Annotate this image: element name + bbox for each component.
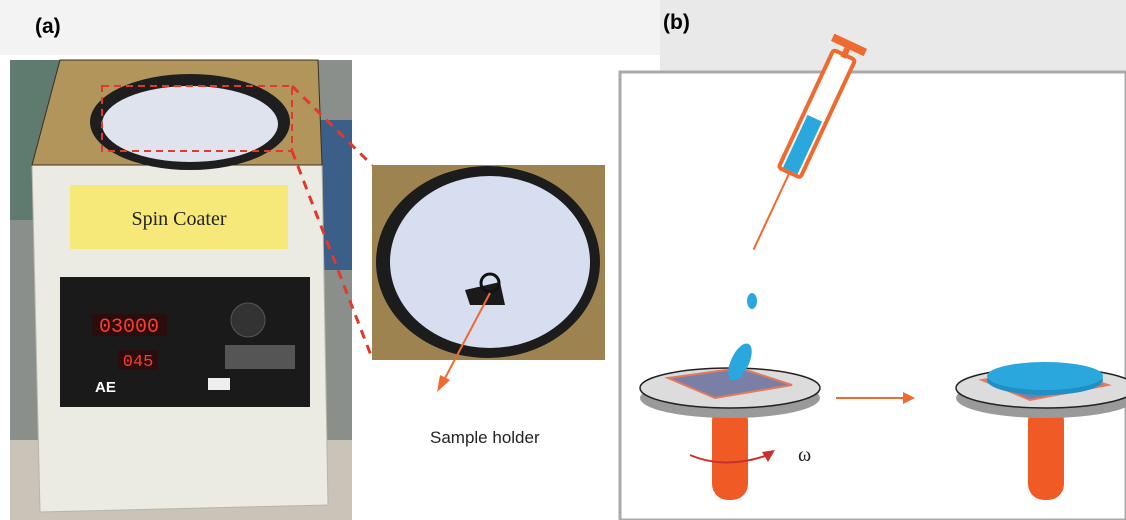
- knob: [231, 303, 265, 337]
- rotation-symbol: ω: [798, 444, 811, 466]
- drop: [747, 293, 757, 309]
- callout-arrowhead: [437, 375, 450, 392]
- figure: (a) (b) Spin Coater 03000 045 AE: [0, 0, 1126, 520]
- spindle: [712, 405, 748, 500]
- callout-label: Sample holder: [430, 428, 540, 447]
- coated-film-top: [987, 362, 1103, 390]
- spin-coater-photo: Spin Coater 03000 045 AE: [10, 60, 352, 520]
- spindle: [1028, 405, 1064, 500]
- bowl: [390, 176, 590, 348]
- sign-text: Spin Coater: [132, 208, 227, 230]
- brand: AE: [95, 379, 116, 396]
- speed-display-text: 03000: [99, 316, 159, 339]
- panel-label: (a): [35, 15, 61, 38]
- switch: [208, 378, 230, 390]
- background: [660, 0, 1126, 75]
- bowl: [102, 86, 278, 162]
- spin-coating-diagram: ω: [620, 34, 1126, 520]
- buttons: [225, 345, 295, 369]
- time-display-text: 045: [123, 353, 154, 372]
- zoom-inset: [372, 165, 605, 360]
- panel-label: (b): [663, 11, 690, 34]
- page: (a) (b) Spin Coater 03000 045 AE: [0, 0, 1126, 520]
